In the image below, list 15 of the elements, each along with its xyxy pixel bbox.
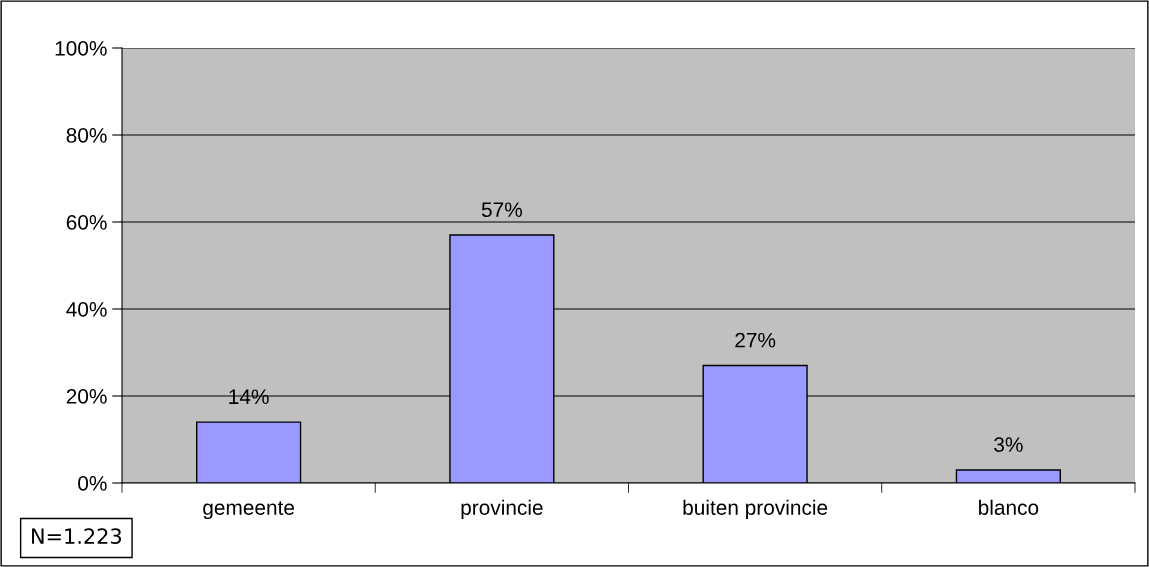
x-tick-label: buiten provincie bbox=[683, 499, 828, 520]
y-tick-label: 80% bbox=[66, 128, 107, 143]
y-tick-label: 0% bbox=[78, 476, 107, 491]
data-label: 27% bbox=[735, 332, 776, 348]
y-tick-label: 40% bbox=[66, 302, 107, 317]
data-label: 3% bbox=[994, 437, 1023, 452]
x-tick-label: blanco bbox=[979, 499, 1039, 515]
x-tick-label: gemeente bbox=[203, 501, 295, 520]
data-label: 57% bbox=[481, 202, 522, 218]
y-tick-label: 20% bbox=[66, 389, 107, 404]
y-tick-label: 100% bbox=[55, 41, 107, 56]
text: N=1.223 bbox=[32, 528, 122, 545]
data-label: 14% bbox=[229, 389, 269, 405]
y-tick-label: 60% bbox=[66, 215, 107, 230]
x-tick-label: provincie bbox=[461, 499, 543, 520]
